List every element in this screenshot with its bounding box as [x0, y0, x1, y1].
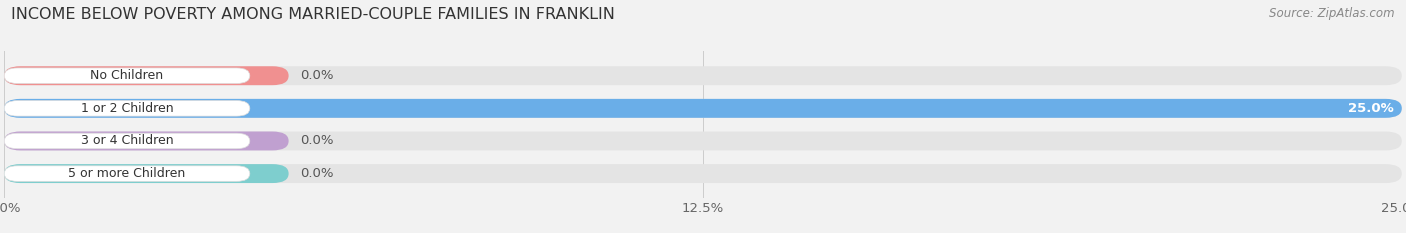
- Text: 3 or 4 Children: 3 or 4 Children: [80, 134, 173, 147]
- FancyBboxPatch shape: [4, 99, 1402, 118]
- Text: 25.0%: 25.0%: [1347, 102, 1393, 115]
- FancyBboxPatch shape: [4, 99, 1402, 118]
- FancyBboxPatch shape: [4, 133, 250, 149]
- Text: No Children: No Children: [90, 69, 163, 82]
- Text: 0.0%: 0.0%: [299, 69, 333, 82]
- FancyBboxPatch shape: [4, 66, 1402, 85]
- FancyBboxPatch shape: [4, 164, 1402, 183]
- Text: 0.0%: 0.0%: [299, 167, 333, 180]
- FancyBboxPatch shape: [4, 131, 1402, 151]
- Text: Source: ZipAtlas.com: Source: ZipAtlas.com: [1270, 7, 1395, 20]
- Text: 1 or 2 Children: 1 or 2 Children: [80, 102, 173, 115]
- FancyBboxPatch shape: [4, 101, 250, 116]
- FancyBboxPatch shape: [4, 68, 250, 83]
- Text: 0.0%: 0.0%: [299, 134, 333, 147]
- Text: 5 or more Children: 5 or more Children: [69, 167, 186, 180]
- FancyBboxPatch shape: [4, 66, 288, 85]
- FancyBboxPatch shape: [4, 166, 250, 181]
- FancyBboxPatch shape: [4, 131, 288, 151]
- FancyBboxPatch shape: [4, 164, 288, 183]
- Text: INCOME BELOW POVERTY AMONG MARRIED-COUPLE FAMILIES IN FRANKLIN: INCOME BELOW POVERTY AMONG MARRIED-COUPL…: [11, 7, 614, 22]
